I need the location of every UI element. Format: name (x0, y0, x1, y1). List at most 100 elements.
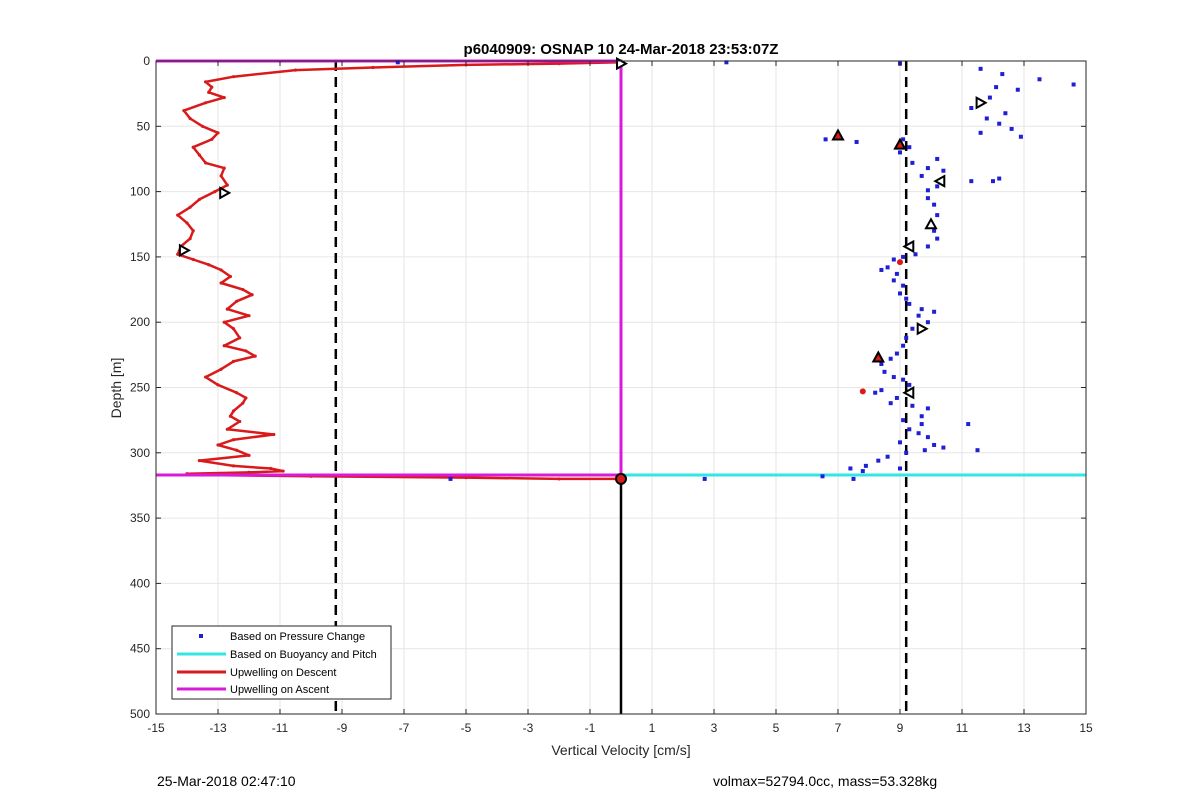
legend-label-ascent: Upwelling on Ascent (230, 684, 329, 696)
series-point-descent (231, 409, 236, 413)
legend-swatch-pressure (199, 634, 203, 638)
series-point-pressure (724, 60, 729, 65)
y-axis-label: Depth [m] (108, 358, 124, 419)
series-point-pressure (925, 188, 930, 193)
series-point-descent (225, 307, 229, 311)
series-point-descent (216, 383, 220, 387)
series-point-descent (269, 466, 273, 471)
series-point-descent (219, 268, 223, 272)
x-tick-label: -11 (272, 721, 289, 735)
x-tick-label: -13 (209, 721, 227, 735)
x-tick-label: 9 (897, 721, 904, 735)
series-point-pressure (894, 351, 899, 356)
series-point-pressure (898, 440, 902, 445)
marker-triangle-right (178, 243, 191, 258)
x-tick-label: -5 (461, 721, 472, 735)
x-tick-label: -9 (337, 721, 348, 735)
series-point-descent (464, 476, 468, 480)
series-point-descent (176, 213, 180, 217)
chart-title: p6040909: OSNAP 10 24-Mar-2018 23:53:07Z (464, 41, 779, 58)
series-point-descent (191, 257, 195, 262)
series-point-pressure (873, 390, 878, 395)
series-point-pressure (935, 184, 940, 189)
series-point-pressure (851, 476, 856, 481)
series-point-pressure (901, 418, 906, 423)
series-point-pressure (907, 301, 912, 306)
marker-triangle-up (924, 217, 938, 230)
x-tick-label: 5 (773, 721, 780, 735)
series-point-descent (247, 314, 251, 318)
series-point-pressure (978, 130, 983, 135)
series-point-pressure (898, 466, 902, 471)
series-point-pressure (891, 375, 896, 380)
x-tick-label: -3 (523, 721, 534, 735)
series-point-descent (293, 68, 298, 72)
series-point-pressure (885, 454, 890, 459)
series-point-pressure (901, 377, 906, 382)
legend-entry-pressure: Based on Pressure Change (199, 631, 365, 643)
series-point-descent (235, 448, 239, 452)
footer-float-info: volmax=52794.0cc, mass=53.328kg (713, 773, 938, 789)
series-point-pressure (876, 458, 881, 463)
series-point-descent (231, 438, 236, 442)
series-point-descent (216, 131, 220, 135)
series-point-descent (197, 459, 201, 463)
series-point-pressure (1009, 126, 1014, 131)
series-point-descent (244, 396, 248, 400)
series-point-pressure (925, 244, 930, 249)
x-tick-label: -15 (147, 721, 165, 735)
series-point-pressure (904, 296, 909, 301)
marker-triangle-left (902, 239, 915, 254)
series-point-descent (216, 443, 220, 447)
series-point-pressure (941, 445, 946, 450)
series-point-descent (557, 477, 561, 481)
series-point-pressure (984, 116, 989, 121)
x-axis-label: Vertical Velocity [cm/s] (551, 742, 690, 758)
y-tick-label: 50 (137, 119, 151, 133)
series-point-descent (281, 469, 285, 473)
series-point-pressure (848, 466, 853, 471)
series-point-pressure (882, 369, 887, 374)
marker-triangle-right (975, 96, 988, 110)
series-point-descent (176, 252, 180, 256)
series-point-pressure (925, 435, 930, 440)
y-tick-label: 350 (130, 511, 150, 525)
series-point-pressure (448, 476, 453, 481)
series-point-pressure (395, 60, 400, 65)
x-tick-label: 13 (1017, 721, 1031, 735)
series-point-pressure (975, 448, 980, 453)
series-point-pressure (925, 196, 930, 201)
series-point-pressure (879, 388, 884, 393)
legend-label-buoyancy: Based on Buoyancy and Pitch (230, 649, 377, 661)
y-tick-label: 250 (130, 381, 150, 395)
series-point-descent (238, 419, 242, 424)
series-point-descent (191, 229, 195, 233)
series-point-descent (371, 65, 375, 70)
series-point-pressure (1000, 72, 1005, 77)
legend-label-pressure: Based on Pressure Change (230, 631, 365, 643)
series-point-descent (244, 349, 248, 353)
series-point-descent (204, 375, 208, 379)
series-point-pressure (910, 326, 915, 331)
legend-entry-ascent: Upwelling on Ascent (177, 684, 329, 696)
series-point-pressure (925, 406, 930, 411)
series-point-descent (231, 75, 236, 79)
series-point-pressure (894, 271, 899, 276)
series-point-descent (272, 432, 276, 437)
series-point-descent (238, 336, 242, 340)
series-point-pressure (904, 335, 909, 340)
series-point-pressure (969, 106, 974, 111)
axis-ticks: -15 -13 -11 -9 -7 -5 -3 -1 1 3 5 7 9 11 13 150501001502… (130, 54, 1093, 735)
series-point-pressure (901, 343, 906, 348)
series-point-pressure (894, 395, 899, 400)
series-point-descent (247, 453, 251, 458)
legend-box (171, 625, 392, 700)
series-point-descent (210, 85, 214, 89)
series-point-descent (222, 166, 226, 170)
series-point-descent (207, 263, 211, 267)
series-point-pressure (1003, 111, 1008, 116)
series-point-pressure (820, 474, 825, 479)
marker-triangle-left (902, 386, 915, 400)
y-tick-label: 200 (130, 315, 150, 329)
series-point-descent (219, 281, 223, 285)
